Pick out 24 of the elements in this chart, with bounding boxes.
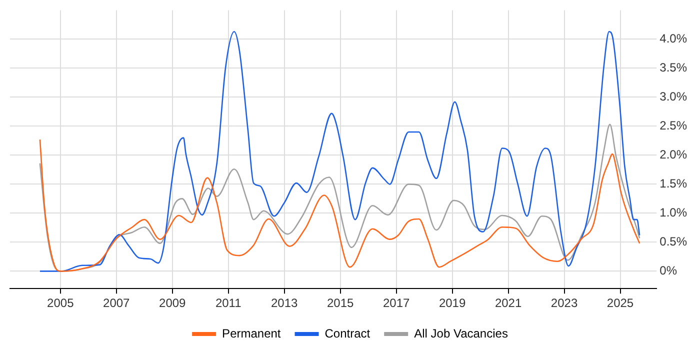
x-tick-label: 2005 — [47, 296, 74, 310]
y-tick-label: 4.0% — [660, 32, 688, 46]
y-tick-label: 1.5% — [660, 176, 688, 191]
y-tick-label: 2.5% — [660, 118, 688, 133]
x-tick-label: 2011 — [215, 296, 242, 310]
x-tick-label: 2025 — [606, 296, 634, 310]
y-tick-label: 2.0% — [660, 148, 688, 162]
x-tick-label: 2023 — [550, 296, 578, 310]
x-tick-label: 2015 — [326, 296, 354, 310]
x-tick-label: 2009 — [159, 296, 186, 310]
x-tick-label: 2017 — [382, 296, 410, 310]
x-tick-label: 2019 — [438, 296, 466, 310]
y-tick-label: 0% — [660, 264, 678, 278]
legend-label: Permanent — [222, 326, 282, 340]
y-tick-label: 3.0% — [660, 90, 688, 104]
x-tick-label: 2021 — [494, 296, 522, 310]
legend-label: All Job Vacancies — [414, 326, 508, 340]
y-tick-label: 3.5% — [660, 60, 688, 75]
x-tick-label: 2007 — [103, 296, 130, 310]
y-tick-label: 0.5% — [660, 234, 688, 249]
y-tick-label: 1.0% — [660, 206, 688, 220]
x-tick-label: 2013 — [270, 296, 298, 310]
line-series — [39, 31, 640, 272]
legend-label: Contract — [324, 326, 371, 340]
